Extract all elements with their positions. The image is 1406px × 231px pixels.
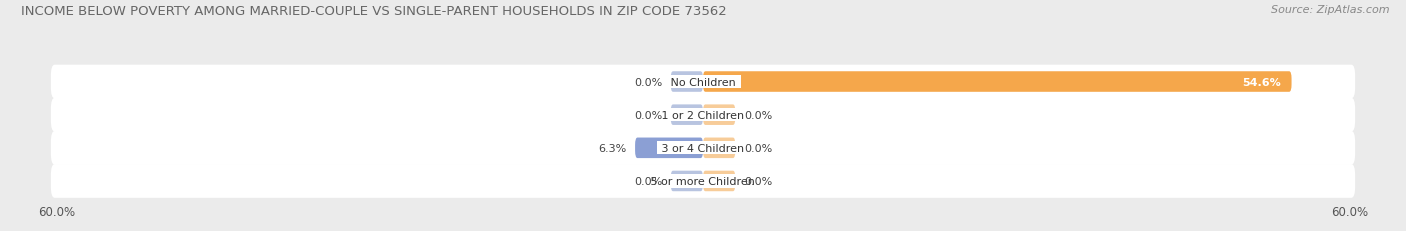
FancyBboxPatch shape <box>51 131 1355 165</box>
Text: 0.0%: 0.0% <box>634 176 662 186</box>
FancyBboxPatch shape <box>51 98 1355 132</box>
Text: 0.0%: 0.0% <box>744 110 772 120</box>
Text: 1 or 2 Children: 1 or 2 Children <box>658 110 748 120</box>
Text: 0.0%: 0.0% <box>634 77 662 87</box>
Text: 0.0%: 0.0% <box>744 176 772 186</box>
Text: 3 or 4 Children: 3 or 4 Children <box>658 143 748 153</box>
FancyBboxPatch shape <box>671 105 703 125</box>
Text: 5 or more Children: 5 or more Children <box>647 176 759 186</box>
Text: 0.0%: 0.0% <box>744 143 772 153</box>
Text: 54.6%: 54.6% <box>1241 77 1281 87</box>
FancyBboxPatch shape <box>51 65 1355 99</box>
FancyBboxPatch shape <box>51 164 1355 198</box>
Text: 0.0%: 0.0% <box>634 110 662 120</box>
FancyBboxPatch shape <box>703 138 735 158</box>
Text: 6.3%: 6.3% <box>598 143 627 153</box>
Text: No Children: No Children <box>666 77 740 87</box>
Text: Source: ZipAtlas.com: Source: ZipAtlas.com <box>1271 5 1389 15</box>
FancyBboxPatch shape <box>671 171 703 191</box>
FancyBboxPatch shape <box>703 105 735 125</box>
Text: INCOME BELOW POVERTY AMONG MARRIED-COUPLE VS SINGLE-PARENT HOUSEHOLDS IN ZIP COD: INCOME BELOW POVERTY AMONG MARRIED-COUPL… <box>21 5 727 18</box>
FancyBboxPatch shape <box>671 72 703 92</box>
FancyBboxPatch shape <box>703 171 735 191</box>
FancyBboxPatch shape <box>703 72 1292 92</box>
FancyBboxPatch shape <box>636 138 703 158</box>
